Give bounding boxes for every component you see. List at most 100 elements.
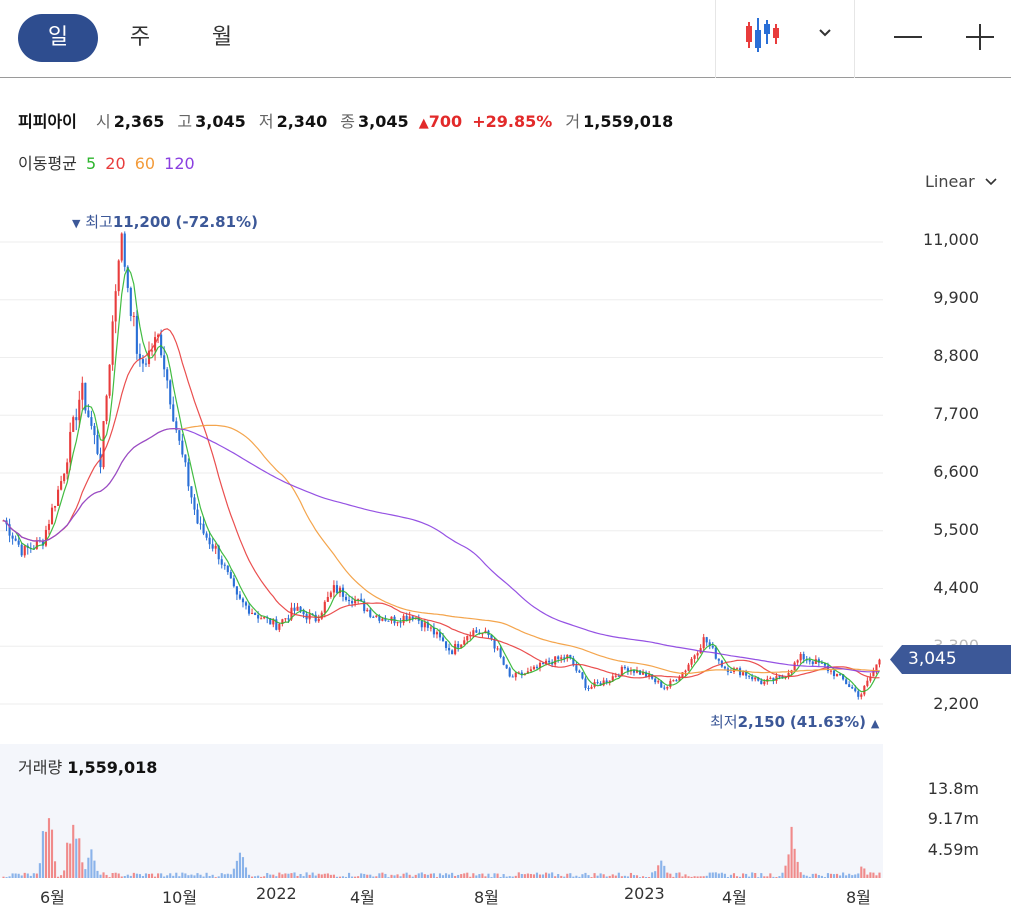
volume-bar	[760, 873, 763, 878]
candle-body	[166, 369, 169, 381]
volume-bar	[135, 873, 138, 878]
volume-bar	[626, 876, 629, 878]
volume-bar	[405, 872, 408, 878]
candle-body	[163, 355, 166, 370]
volume-bar	[254, 876, 257, 878]
candle-body	[735, 668, 739, 670]
volume-bar	[684, 874, 687, 878]
ma-20[interactable]: 20	[105, 154, 126, 173]
volume-bar	[438, 873, 442, 878]
volume-bar	[144, 873, 148, 878]
ma-5[interactable]: 5	[85, 154, 97, 173]
volume-bar	[581, 874, 584, 878]
candle-body	[229, 572, 232, 579]
candle-body	[787, 672, 790, 678]
volume-bar	[293, 872, 296, 878]
ma-60[interactable]: 60	[134, 154, 156, 173]
volume-bar	[848, 873, 851, 878]
volume-bar	[563, 876, 566, 878]
volume-bar	[717, 873, 720, 878]
candle-body	[757, 677, 760, 681]
volume-bar	[839, 875, 842, 878]
volume-bar	[2, 876, 5, 878]
zoom-in-button[interactable]	[962, 22, 998, 52]
volume-bar	[305, 872, 308, 878]
volume-bar	[508, 876, 511, 878]
scale-dropdown[interactable]: Linear	[925, 172, 997, 191]
volume-bar	[384, 873, 387, 878]
candle-body	[617, 675, 620, 677]
volume-bar	[854, 874, 857, 878]
volume-bar	[651, 872, 654, 878]
volume-bar	[696, 876, 699, 878]
plus-icon	[966, 24, 994, 50]
candle-body	[102, 421, 105, 468]
volume-bar	[166, 875, 169, 878]
volume-label: 거	[565, 112, 581, 131]
volume-bar	[632, 875, 636, 878]
volume-bar	[872, 872, 875, 878]
candle-body	[150, 350, 154, 352]
tab-daily[interactable]: 일	[18, 14, 98, 62]
x-tick-label: 4월	[350, 888, 375, 907]
chart-type-button[interactable]	[740, 18, 840, 58]
volume-bar	[420, 872, 423, 878]
candle-body	[842, 674, 845, 680]
candle-body	[335, 585, 338, 593]
candle-body	[611, 676, 614, 681]
tab-weekly[interactable]: 주	[129, 25, 151, 50]
volume-bar	[341, 876, 345, 878]
volume-bar	[63, 870, 66, 878]
volume-bar	[775, 877, 778, 878]
candle-body	[869, 676, 872, 681]
volume-bar	[357, 876, 360, 878]
candle-body	[47, 524, 51, 530]
candle-body	[299, 606, 302, 612]
tab-monthly[interactable]: 월	[211, 25, 233, 50]
y-tick-label: 5,500	[933, 520, 979, 539]
volume-bar	[241, 857, 245, 878]
candle-body	[75, 417, 78, 421]
candle-body	[687, 664, 690, 671]
candle-body	[90, 417, 93, 426]
candle-body	[460, 644, 463, 648]
volume-bar	[845, 875, 848, 878]
volume-bar	[302, 876, 305, 878]
candle-body	[475, 630, 478, 633]
candle-body	[545, 660, 548, 664]
ma-120[interactable]: 120	[164, 154, 195, 173]
candle-body	[648, 674, 651, 677]
volume-bar	[860, 866, 863, 878]
low-marker: 최저2,150 (41.63%) ▲	[710, 711, 879, 732]
volume-bar	[863, 868, 866, 878]
candle-body	[441, 637, 445, 642]
volume-bar	[532, 874, 536, 878]
candle-body	[269, 618, 272, 625]
candle-body	[657, 681, 660, 683]
chevron-down-icon	[819, 29, 831, 37]
volume-bar	[572, 876, 575, 878]
volume-bar	[163, 876, 166, 878]
zoom-out-button[interactable]	[890, 22, 926, 52]
candle-body	[672, 680, 675, 682]
candle-body	[690, 658, 693, 665]
volume-bar	[323, 873, 326, 878]
x-tick-label: 2022	[256, 884, 297, 903]
volume-bar	[726, 877, 729, 878]
volume-bar	[787, 854, 790, 878]
candle-body	[278, 623, 281, 630]
candle-body	[399, 622, 402, 624]
candle-body	[839, 673, 842, 675]
candle-body	[575, 665, 578, 671]
volume-bar	[90, 849, 93, 878]
candle-body	[772, 677, 775, 681]
candle-body	[372, 616, 375, 618]
candle-body	[132, 315, 135, 317]
volume-bar	[611, 874, 614, 878]
x-tick-label: 4월	[722, 888, 747, 907]
candle-body	[554, 656, 557, 665]
volume-bar	[32, 873, 35, 878]
candle-body	[490, 635, 493, 640]
low-value: 2,340	[276, 112, 328, 131]
